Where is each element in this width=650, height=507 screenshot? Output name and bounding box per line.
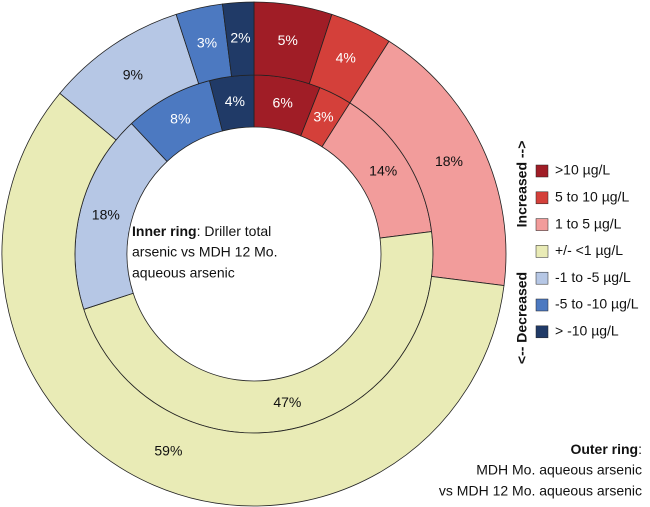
data-label: 59% — [154, 442, 182, 458]
annotation-title: Outer ring — [570, 441, 638, 457]
data-label: 3% — [197, 34, 217, 50]
data-label: 2% — [230, 30, 250, 46]
legend-label: >10 µg/L — [555, 162, 610, 178]
legend-label: 5 to 10 µg/L — [555, 189, 629, 205]
legend-swatch — [535, 245, 549, 258]
data-label: 5% — [278, 32, 298, 48]
data-label: 9% — [123, 66, 143, 82]
data-label: 4% — [225, 93, 245, 109]
data-label: 8% — [170, 111, 190, 127]
annotation-text: aqueous arsenic — [132, 265, 235, 281]
annotation-text: vs MDH 12 Mo. aqueous arsenic — [439, 483, 642, 499]
annotation: Outer ring: — [570, 441, 642, 457]
data-label: 18% — [435, 153, 463, 169]
legend-swatch — [535, 325, 549, 339]
legend-label: +/- <1 µg/L — [555, 242, 623, 258]
data-label: 6% — [273, 94, 293, 110]
legend-swatch — [535, 298, 549, 312]
data-label: 4% — [336, 50, 356, 66]
data-label: 47% — [273, 394, 301, 410]
donut-segment — [1, 92, 505, 507]
donut-segment — [221, 1, 255, 77]
legend-label: -1 to -5 µg/L — [555, 269, 631, 285]
data-label: 18% — [92, 207, 120, 223]
annotation-text: : — [638, 441, 642, 457]
legend-label: 1 to 5 µg/L — [555, 215, 622, 231]
legend-label: -5 to -10 µg/L — [555, 296, 639, 312]
legend-swatch — [535, 191, 549, 205]
legend-swatch — [535, 271, 549, 285]
data-label: 14% — [369, 163, 397, 179]
legend-swatch — [535, 164, 549, 178]
legend-swatch — [535, 218, 549, 231]
axis-label: <-- Decreased — [514, 272, 530, 364]
annotation-text: arsenic vs MDH 12 Mo. — [132, 244, 277, 260]
data-label: 3% — [313, 108, 333, 124]
annotation-text: MDH Mo. aqueous arsenic — [476, 462, 642, 478]
axis-label: Increased --> — [514, 141, 530, 228]
annotation: Inner ring: Driller total — [132, 223, 271, 239]
annotation-title: Inner ring — [132, 223, 197, 239]
annotation-text: : Driller total — [197, 223, 272, 239]
legend-label: > -10 µg/L — [555, 323, 619, 339]
